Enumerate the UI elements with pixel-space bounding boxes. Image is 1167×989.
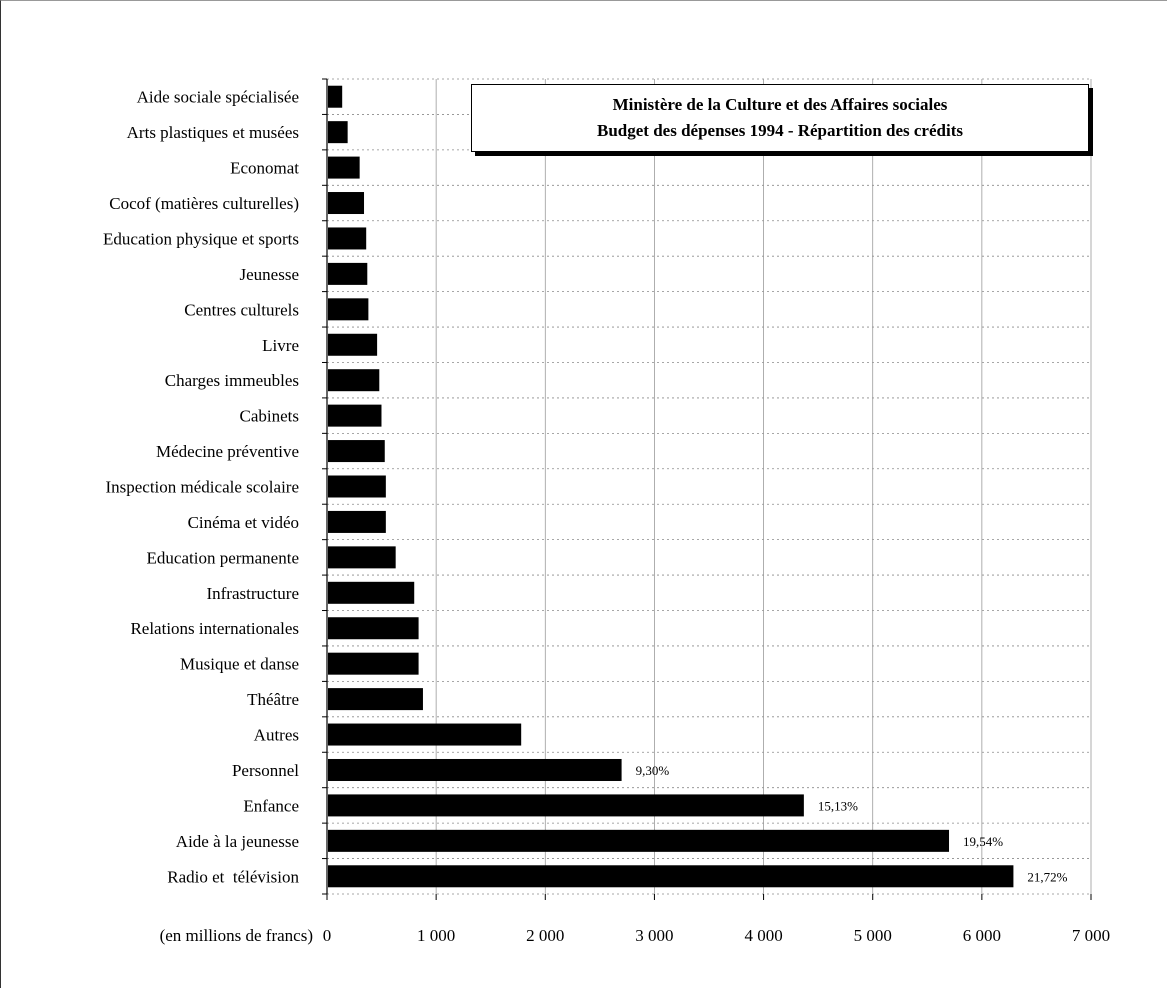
category-label: Aide à la jeunesse [176,832,299,851]
bar [328,617,419,640]
category-label: Cinéma et vidéo [188,513,299,532]
bar [328,581,415,604]
category-label: Relations internationales [130,619,299,638]
bar [328,652,419,675]
category-label: Théâtre [247,690,299,709]
bar [328,475,386,498]
category-label: Aide sociale spécialisée [137,88,299,107]
bar [328,298,369,321]
x-tick-label: 0 [323,926,332,945]
x-tick-label: 6 000 [963,926,1001,945]
category-label: Inspection médicale scolaire [105,478,299,497]
category-label: Autres [254,726,299,745]
x-axis-title: (en millions de francs) [160,926,313,945]
bar [328,794,804,817]
category-label: Radio et télévision [167,867,299,886]
bar [328,758,622,781]
category-label: Médecine préventive [156,442,299,461]
x-tick-label: 4 000 [744,926,782,945]
bar [328,227,367,250]
bar [328,156,360,179]
category-label: Enfance [243,796,299,815]
category-label: Livre [262,336,299,355]
bar [328,829,950,852]
category-label: Jeunesse [240,265,299,284]
bar [328,369,380,392]
category-label: Centres culturels [184,300,299,319]
data-label: 19,54% [963,834,1003,849]
bar [328,404,382,427]
x-tick-label: 5 000 [854,926,892,945]
data-label: 15,13% [818,798,858,813]
category-label: Education permanente [147,548,299,567]
chart-subtitle: Budget des dépenses 1994 - Répartition d… [597,121,963,140]
data-label: 9,30% [636,763,670,778]
bar [328,688,423,711]
category-label: Education physique et sports [103,229,299,248]
category-label: Economat [230,159,299,178]
category-label: Personnel [232,761,299,780]
chart-title-box: Ministère de la Culture et des Affaires … [471,84,1089,152]
chart-title: Ministère de la Culture et des Affaires … [612,95,948,114]
bar [328,510,386,533]
x-tick-label: 1 000 [417,926,455,945]
x-tick-label: 2 000 [526,926,564,945]
category-label: Cocof (matières culturelles) [109,194,299,213]
bar [328,85,343,108]
bar [328,865,1014,888]
category-label: Charges immeubles [165,371,299,390]
bar [328,723,522,746]
data-label: 21,72% [1027,869,1067,884]
category-label: Infrastructure [206,584,299,603]
bar [328,121,348,144]
bar [328,333,378,356]
bar [328,192,365,215]
x-tick-label: 7 000 [1072,926,1110,945]
x-tick-label: 3 000 [635,926,673,945]
category-label: Arts plastiques et musées [127,123,299,142]
category-label: Cabinets [240,407,300,426]
bar [328,546,396,569]
category-label: Musique et danse [180,655,299,674]
bar [328,262,368,285]
bar [328,440,385,463]
